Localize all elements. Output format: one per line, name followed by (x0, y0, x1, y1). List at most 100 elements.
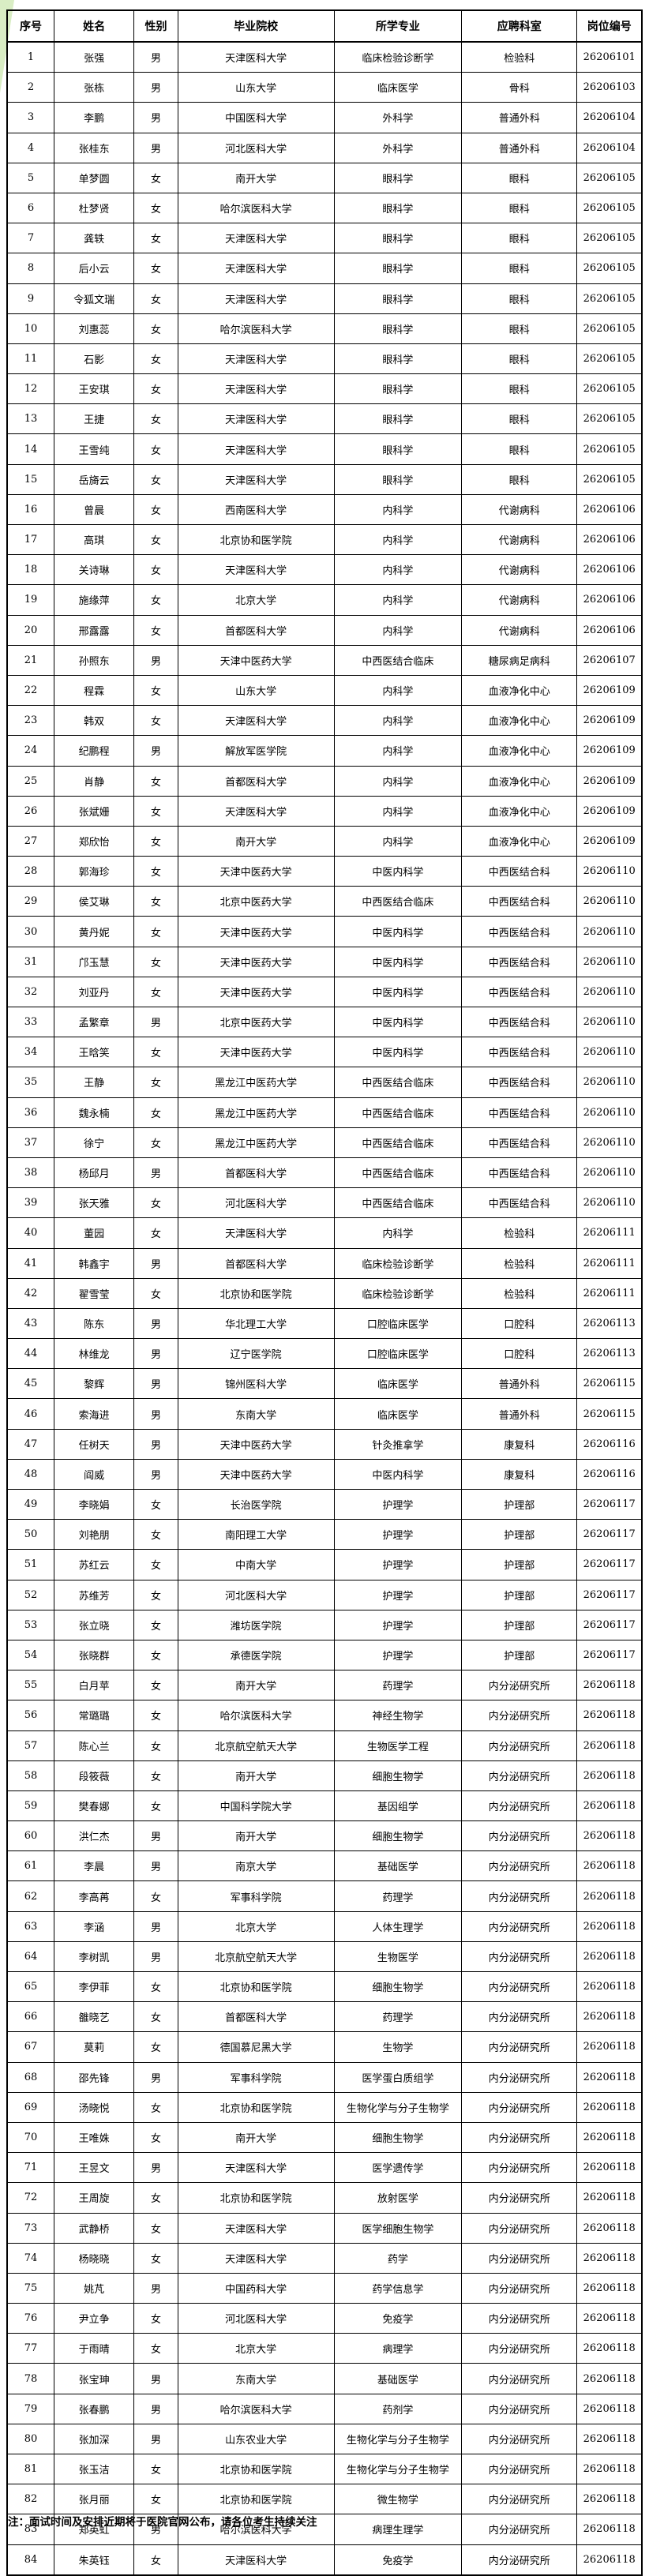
table-cell: 检验科 (461, 1277, 578, 1309)
table-cell: 4 (6, 132, 54, 163)
table-cell: 中南大学 (177, 1549, 335, 1580)
table-cell: 30 (6, 916, 54, 947)
table-cell: 天津医科大学 (177, 403, 335, 435)
table-cell: 女 (133, 1579, 178, 1610)
table-row: 34 王晗笑女天津中医药大学 中医内科学 中西医结合科 26206110 (6, 1037, 643, 1068)
table-cell: 26206105 (576, 253, 643, 284)
table-cell: 8 (6, 253, 54, 284)
table-cell: 内分泌研究所 (461, 2061, 578, 2093)
table-cell: 天津医科大学 (177, 2212, 335, 2244)
table-cell: 内分泌研究所 (461, 1910, 578, 1942)
table-cell: 外科学 (333, 132, 463, 163)
table-cell: 南开大学 (177, 1820, 335, 1852)
table-cell: 临床医学 (333, 72, 463, 103)
table-cell: 男 (133, 2061, 178, 2093)
table-cell: 华北理工大学 (177, 1307, 335, 1340)
table-cell: 26206118 (576, 2242, 643, 2274)
table-row: 3 李鹏男中国医科大学 外科学 普通外科 26206104 (6, 102, 643, 133)
table-cell: 女 (133, 1519, 178, 1550)
table-cell: 病理学 (333, 2333, 463, 2364)
table-row: 8 后小云女天津医科大学 眼科学 眼科 26206105 (6, 253, 643, 284)
table-cell: 26206110 (576, 886, 643, 917)
table-cell: 19 (6, 584, 54, 616)
table-cell: 64 (6, 1940, 54, 1973)
table-cell: 张栋 (53, 72, 135, 103)
column-header: 所学专业 (333, 9, 463, 43)
table-cell: 孙照东 (53, 644, 135, 676)
table-row: 5 单梦圆女南开大学 眼科学 眼科 26206105 (6, 162, 643, 193)
table-cell: 83 (6, 2514, 54, 2545)
table-header: 序号 姓名 性别 毕业院校 所学专业 应聘科室 岗位编号 (6, 9, 643, 43)
table-cell: 26206110 (576, 1037, 643, 1068)
table-cell: 72 (6, 2182, 54, 2214)
table-cell: 26206105 (576, 313, 643, 344)
table-cell: 中西医结合临床 (333, 1157, 463, 1189)
table-cell: 女 (133, 825, 178, 857)
table-cell: 潍坊医学院 (177, 1609, 335, 1640)
table-cell: 女 (133, 1277, 178, 1309)
table-cell: 中国药科大学 (177, 2272, 335, 2304)
table-cell: 26206110 (576, 856, 643, 887)
table-cell: 女 (133, 343, 178, 375)
table-cell: 中医内科学 (333, 1037, 463, 1068)
table-cell: 眼科学 (333, 192, 463, 224)
table-cell: 内分泌研究所 (461, 1670, 578, 1701)
table-cell: 药剂学 (333, 2393, 463, 2424)
table-row: 41 韩鑫宇男首都医科大学 临床检验诊断学 检验科 26206111 (6, 1247, 643, 1279)
table-cell: 82 (6, 2484, 54, 2515)
table-cell: 孟繁章 (53, 1006, 135, 1038)
table-cell: 女 (133, 1187, 178, 1219)
table-cell: 德国慕尼黑大学 (177, 2031, 335, 2063)
table-row: 47 任树天男天津中医药大学 针灸推拿学 康复科 26206116 (6, 1428, 643, 1460)
table-cell: 天津医科大学 (177, 433, 335, 465)
table-cell: 细胞生物学 (333, 1760, 463, 1791)
table-cell: 女 (133, 523, 178, 556)
table-cell: 代谢病科 (461, 584, 578, 616)
table-row: 72 王周旋女北京协和医学院 放射医学 内分泌研究所 26206118 (6, 2182, 643, 2214)
table-cell: 口腔科 (461, 1307, 578, 1340)
table-cell: 樊春娜 (53, 1790, 135, 1822)
table-cell: 天津医科大学 (177, 1217, 335, 1249)
table-cell: 26206104 (576, 102, 643, 133)
table-cell: 女 (133, 2182, 178, 2214)
table-cell: 内分泌研究所 (461, 1820, 578, 1852)
table-row: 67 莫莉女德国慕尼黑大学 生物学 内分泌研究所 26206118 (6, 2031, 643, 2063)
table-cell: 翟雪莹 (53, 1277, 135, 1309)
table-cell: 北京中医药大学 (177, 886, 335, 917)
table-cell: 26206111 (576, 1247, 643, 1279)
table-cell: 普通外科 (461, 132, 578, 163)
table-cell: 内分泌研究所 (461, 1940, 578, 1973)
table-cell: 26206105 (576, 433, 643, 465)
table-row: 73 武静桥女天津医科大学 医学细胞生物学 内分泌研究所 26206118 (6, 2212, 643, 2244)
table-cell: 26206118 (576, 1790, 643, 1822)
table-cell: 28 (6, 856, 54, 887)
table-cell: 女 (133, 253, 178, 284)
table-cell: 生物化学与分子生物学 (333, 2423, 463, 2455)
table-cell: 护理部 (461, 1639, 578, 1671)
table-row: 69 汤晓悦女北京协和医学院 生物化学与分子生物学 内分泌研究所 26206118 (6, 2091, 643, 2123)
table-cell: 首都医科大学 (177, 765, 335, 797)
table-cell: 53 (6, 1609, 54, 1640)
table-cell: 26206118 (576, 2182, 643, 2214)
table-row: 37 徐宁女黑龙江中医药大学 中西医结合临床 中西医结合科 26206110 (6, 1127, 643, 1158)
table-cell: 47 (6, 1428, 54, 1460)
table-cell: 女 (133, 1639, 178, 1671)
table-cell: 护理学 (333, 1579, 463, 1610)
table-cell: 26206118 (576, 2333, 643, 2364)
table-cell: 军事科学院 (177, 2061, 335, 2093)
table-cell: 基础医学 (333, 2363, 463, 2394)
table-cell: 26206105 (576, 343, 643, 375)
table-cell: 医学细胞生物学 (333, 2212, 463, 2244)
table-cell: 39 (6, 1187, 54, 1219)
table-cell: 眼科学 (333, 162, 463, 193)
table-cell: 26206118 (576, 2212, 643, 2244)
table-row: 62 李高苒女军事科学院 药理学 内分泌研究所 26206118 (6, 1880, 643, 1912)
table-cell: 26206115 (576, 1398, 643, 1430)
table-cell: 女 (133, 1700, 178, 1731)
table-cell: 31 (6, 946, 54, 977)
table-cell: 26206105 (576, 223, 643, 254)
table-cell: 血液净化中心 (461, 735, 578, 767)
table-row: 17 高琪女北京协和医学院 内科学 代谢病科 26206106 (6, 523, 643, 556)
table-row: 23 韩双女天津医科大学 内科学 血液净化中心 26206109 (6, 705, 643, 737)
table-cell: 李伊菲 (53, 1970, 135, 2003)
